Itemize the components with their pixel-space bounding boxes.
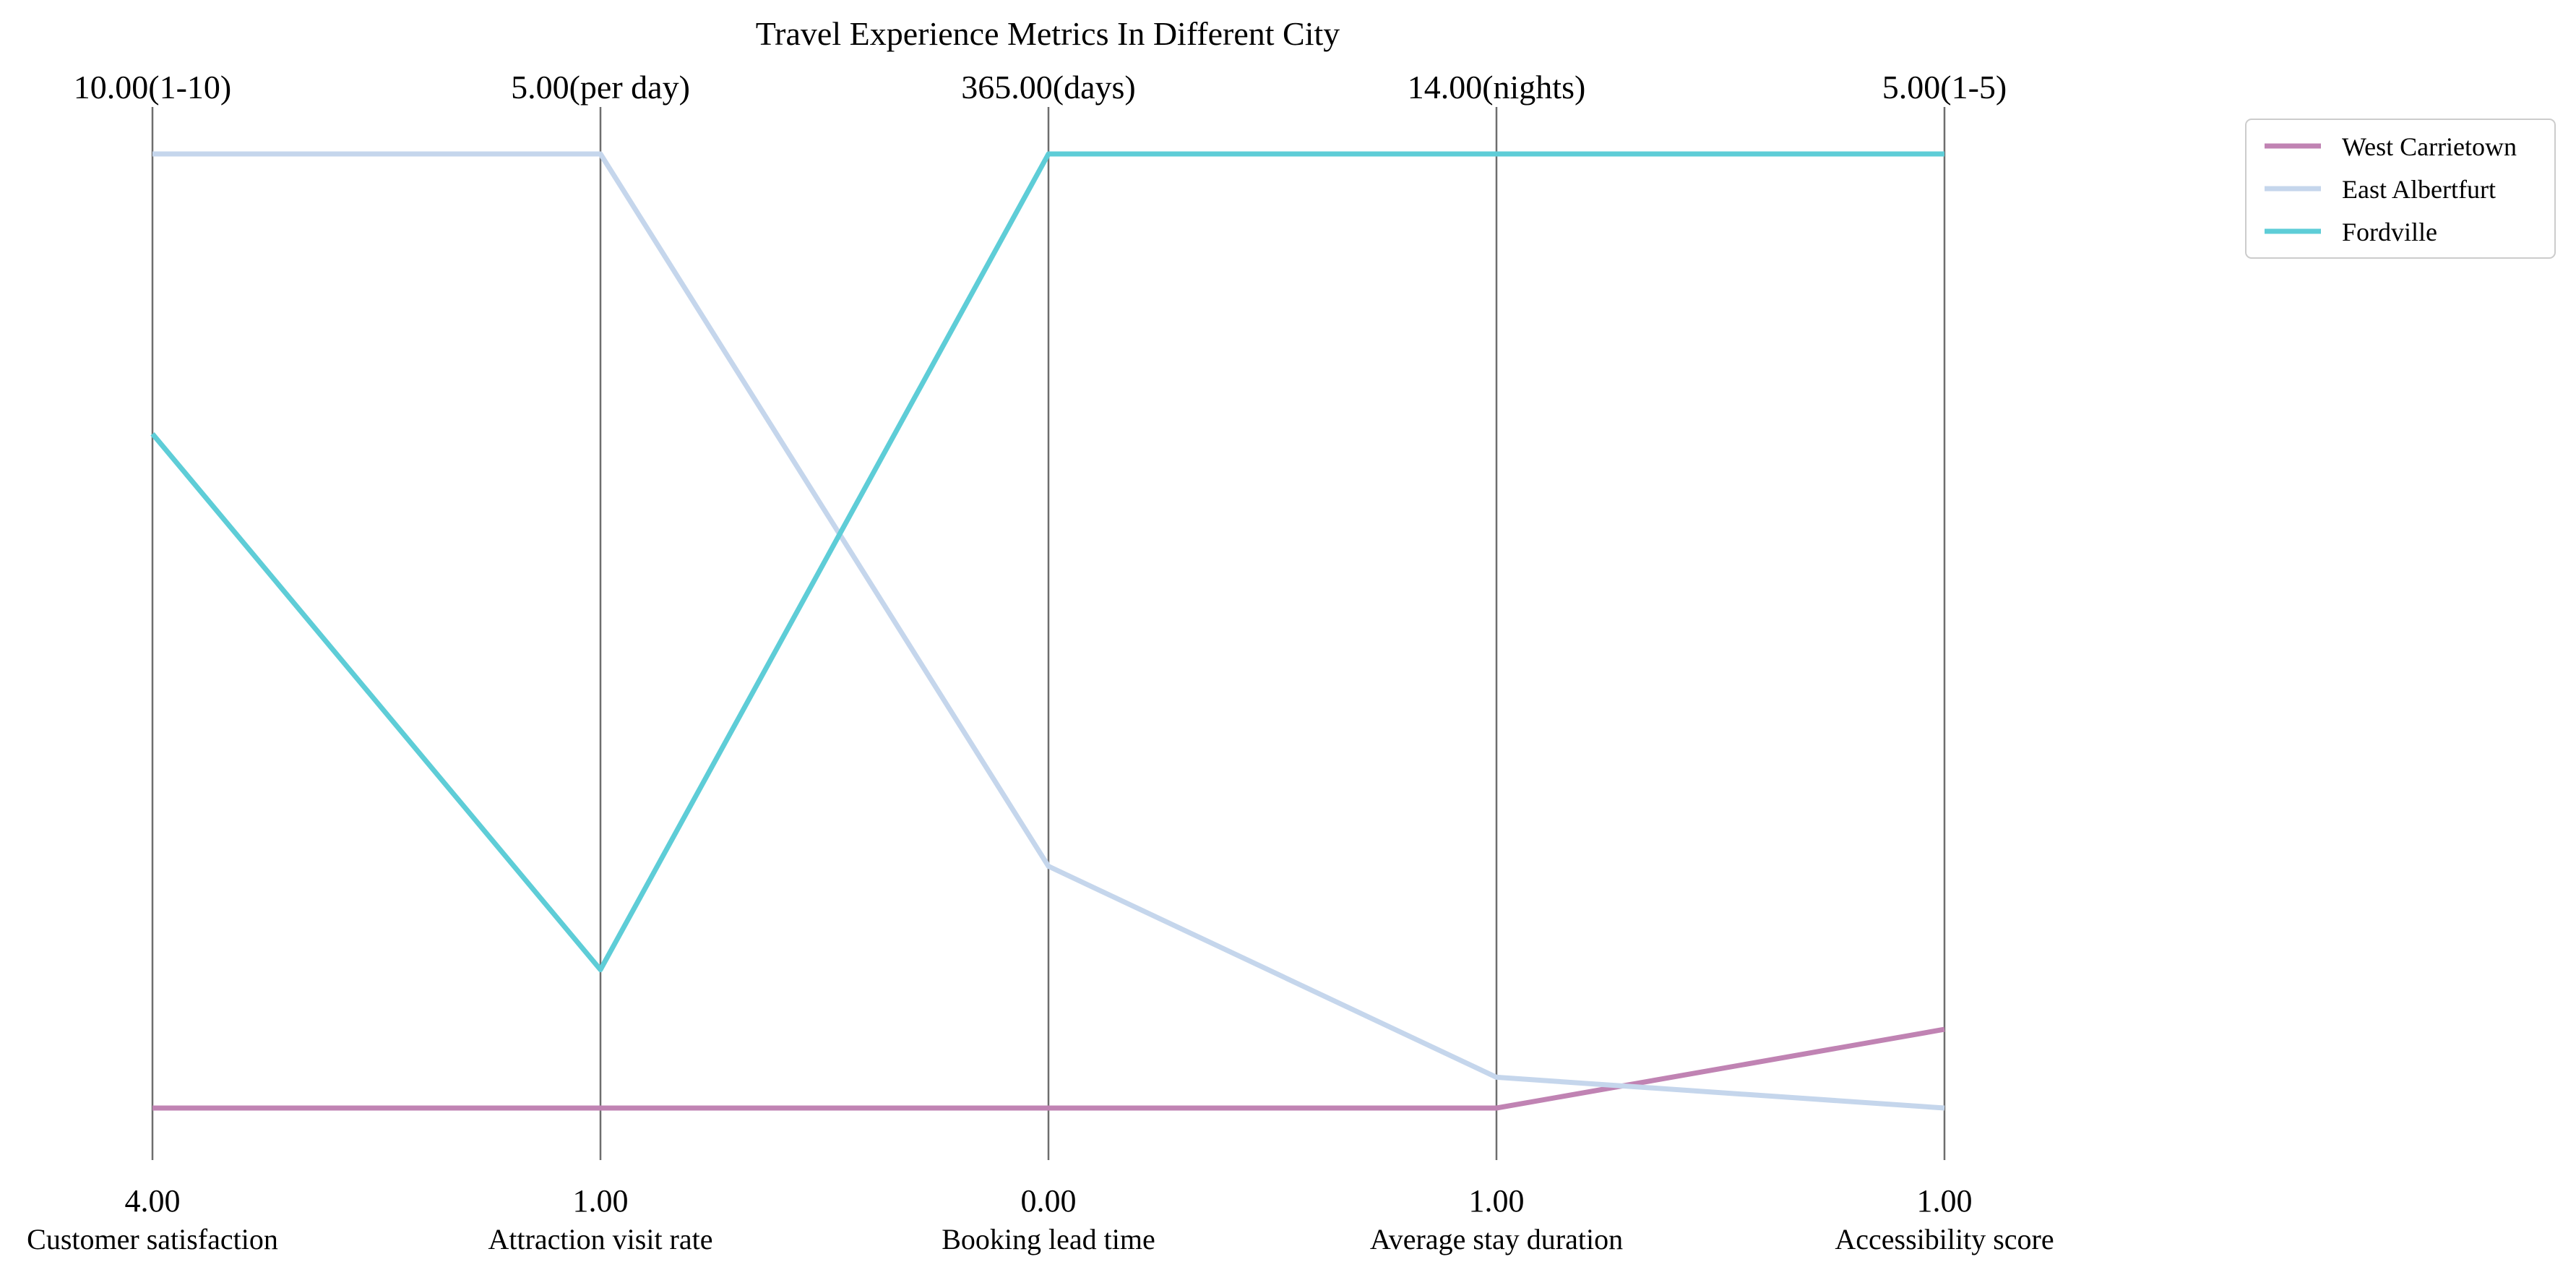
axis-max-label: 365.00(days) bbox=[961, 69, 1135, 106]
legend: West Carrietown East Albertfurt Fordville bbox=[2245, 119, 2556, 259]
legend-label: East Albertfurt bbox=[2342, 175, 2496, 204]
series-line bbox=[152, 151, 1945, 1111]
legend-label: Fordville bbox=[2342, 218, 2437, 246]
axis-max-label: 5.00(1-5) bbox=[1882, 69, 2007, 106]
axis-max-label: 10.00(1-10) bbox=[74, 69, 231, 106]
axis-name-label: Average stay duration bbox=[1370, 1223, 1623, 1255]
chart-title: Travel Experience Metrics In Different C… bbox=[756, 15, 1340, 52]
series-lines bbox=[150, 151, 1945, 1111]
axis-min-label: 4.00 bbox=[125, 1183, 181, 1219]
axis-name-label: Attraction visit rate bbox=[488, 1223, 712, 1255]
axis-name-label: Booking lead time bbox=[942, 1223, 1155, 1255]
axis-min-label: 0.00 bbox=[1021, 1183, 1077, 1219]
axes-layer: 10.00(1-10) 4.00 Customer satisfaction 5.00… bbox=[27, 69, 2054, 1255]
axis-name-label: Customer satisfaction bbox=[27, 1223, 278, 1255]
axis-min-label: 1.00 bbox=[1917, 1183, 1973, 1219]
axis-min-label: 1.00 bbox=[573, 1183, 629, 1219]
axis-min-label: 1.00 bbox=[1469, 1183, 1525, 1219]
series-line bbox=[150, 151, 1944, 973]
axis-max-label: 5.00(per day) bbox=[511, 69, 690, 106]
axis-max-label: 14.00(nights) bbox=[1408, 69, 1586, 106]
series-line bbox=[152, 1026, 1945, 1111]
legend-label: West Carrietown bbox=[2342, 132, 2517, 161]
axis-name-label: Accessibility score bbox=[1835, 1223, 2054, 1255]
legend-box bbox=[2245, 119, 2556, 259]
